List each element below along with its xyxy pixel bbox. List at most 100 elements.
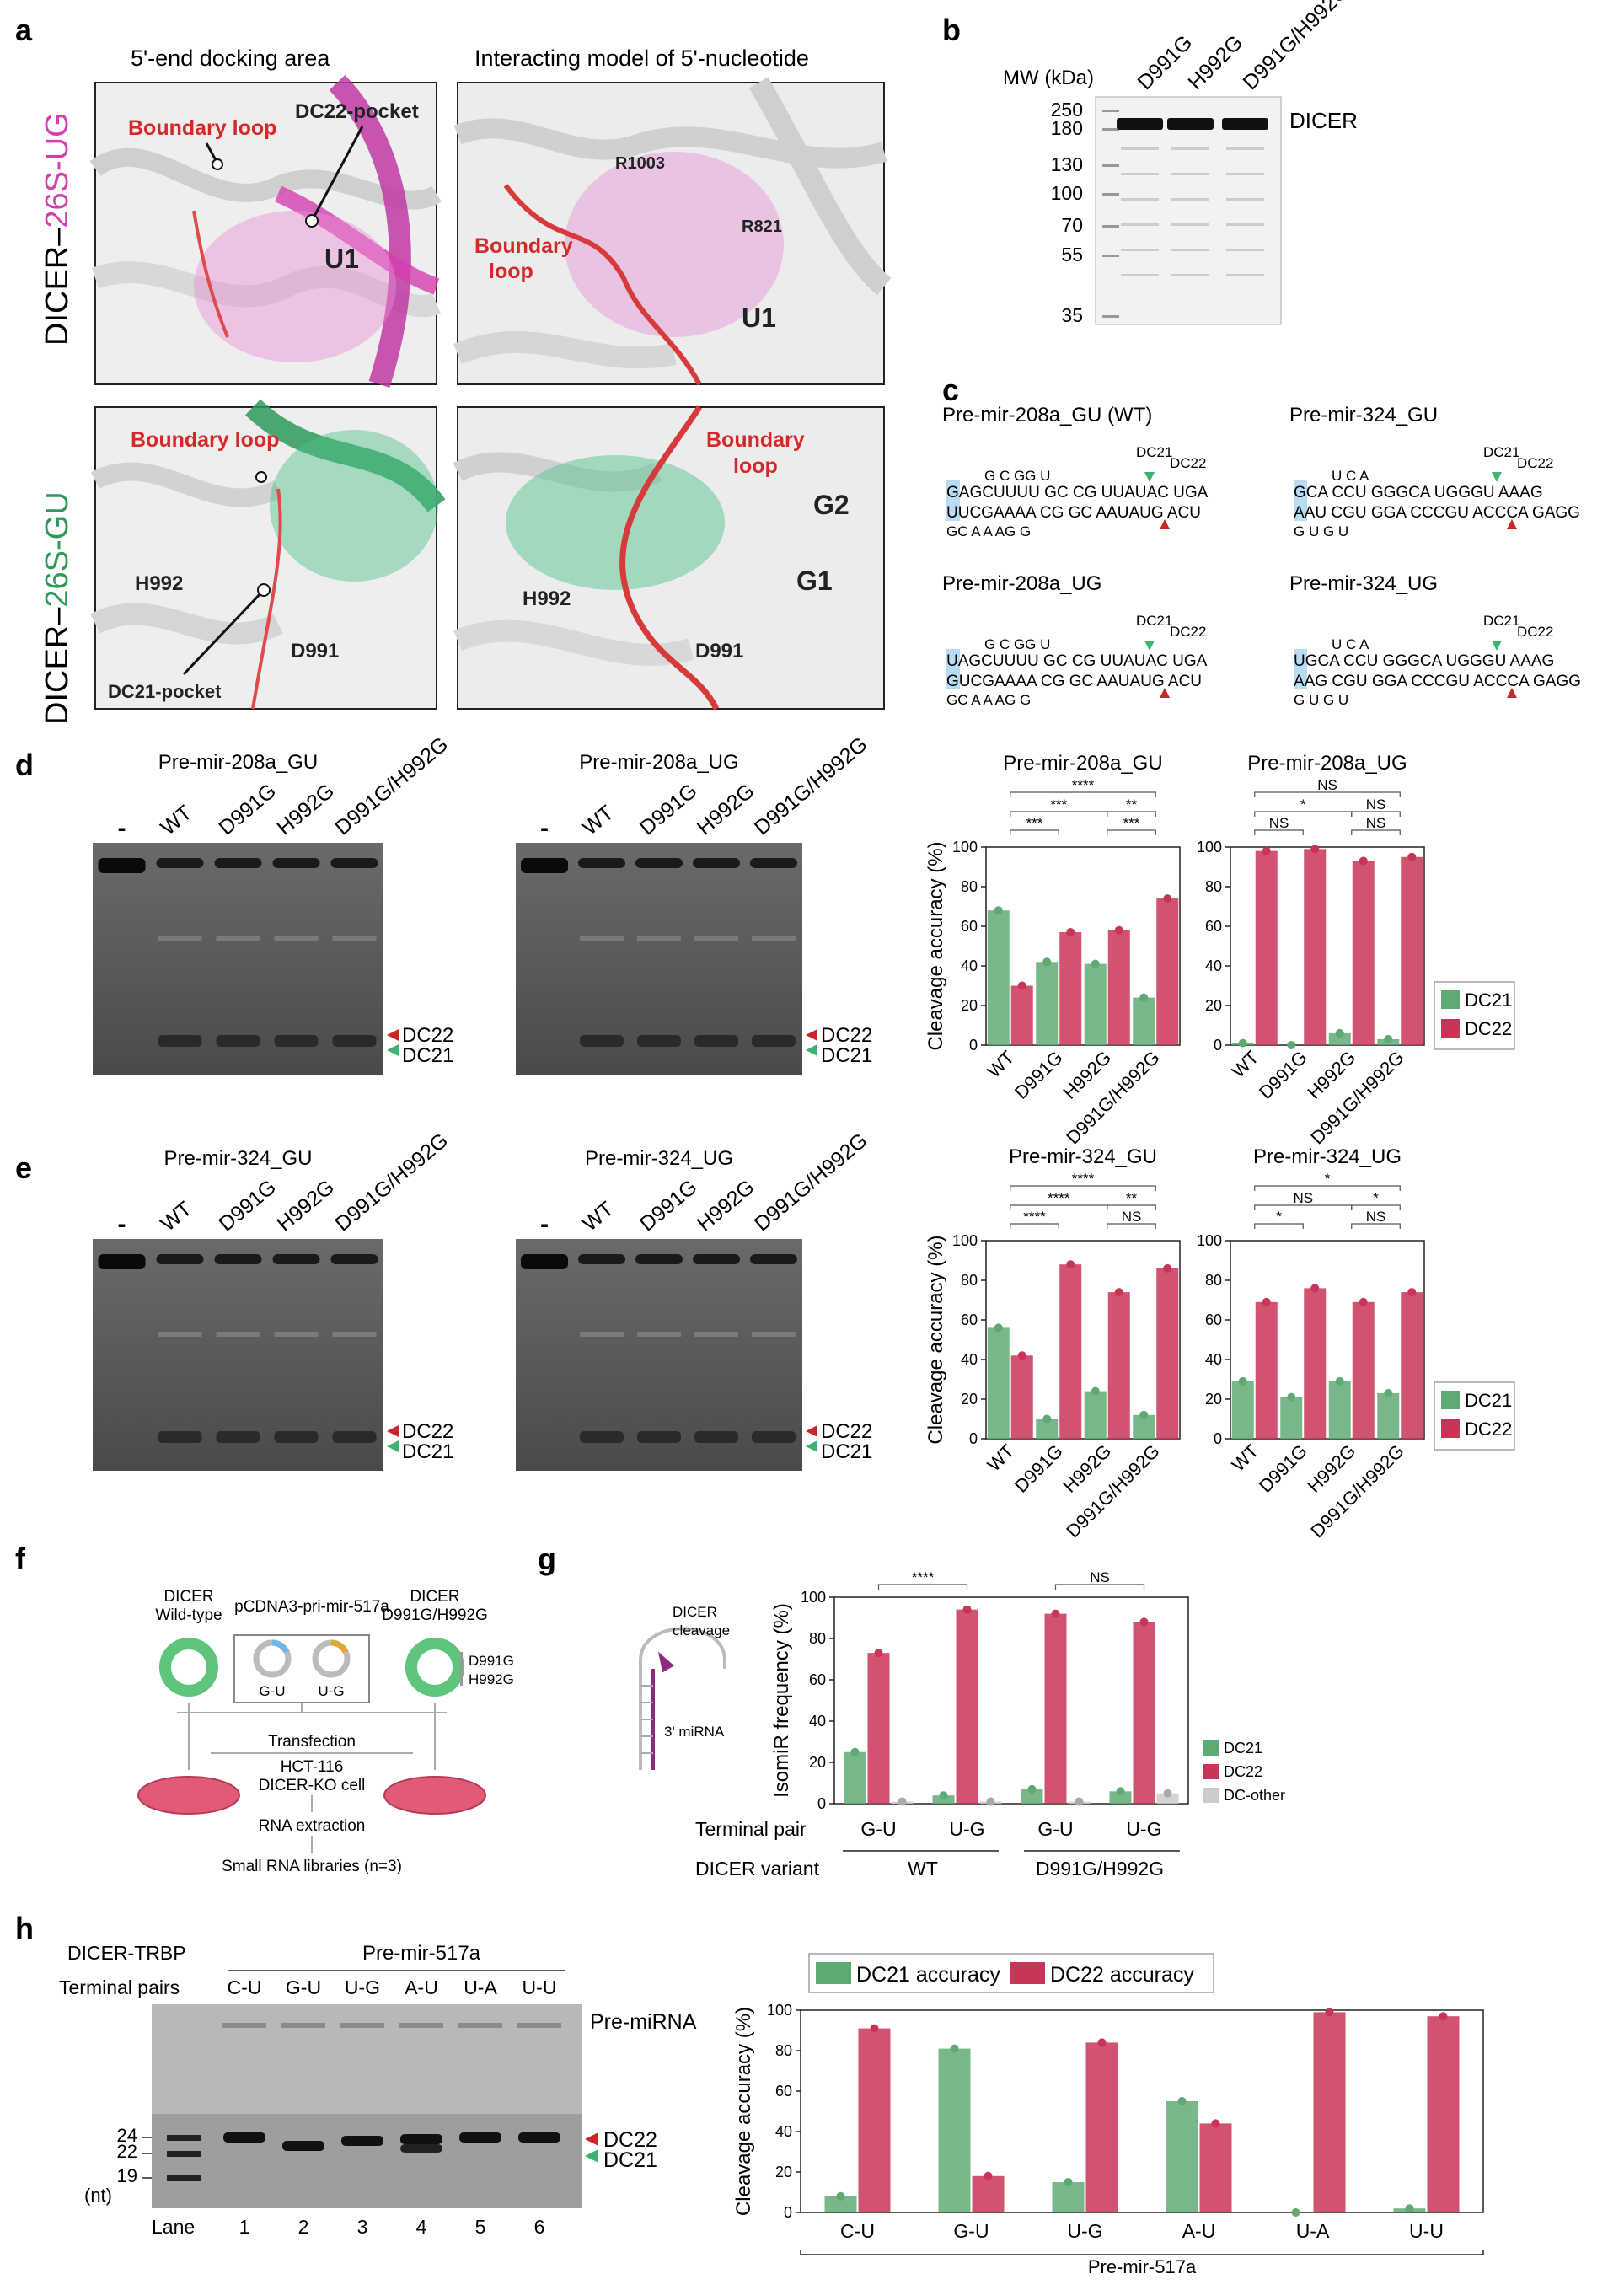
a1-boundary-loop: Boundary loop bbox=[128, 116, 276, 140]
significance-bracket bbox=[877, 1584, 968, 1590]
gel-substrate-band bbox=[330, 858, 378, 868]
panel-b-marker-band bbox=[1102, 315, 1119, 318]
data-point bbox=[1114, 925, 1123, 935]
gel-substrate-band bbox=[693, 1254, 740, 1264]
data-point bbox=[1091, 1386, 1100, 1396]
legend-swatch bbox=[1441, 990, 1460, 1009]
data-point bbox=[1405, 2204, 1414, 2213]
significance-bracket bbox=[1107, 829, 1156, 835]
bar-dc21 bbox=[1377, 1392, 1400, 1439]
panel-c-bottom-bulge: GC A A AG G bbox=[946, 523, 1031, 539]
panel-b-marker-label: 180 bbox=[1051, 117, 1083, 139]
significance-label: NS bbox=[1317, 777, 1337, 793]
g-dicer-2: cleavage bbox=[673, 1622, 730, 1638]
gel-middle-band bbox=[332, 936, 377, 941]
data-point bbox=[1310, 845, 1320, 854]
gel-substrate-band bbox=[98, 1254, 146, 1269]
data-point bbox=[1017, 981, 1026, 990]
gel-product-band bbox=[332, 1431, 377, 1443]
panel-c-bottom-bulge: G U G U bbox=[1294, 692, 1348, 708]
h-premirna-band bbox=[281, 2023, 325, 2028]
bar-dc22 bbox=[1255, 1301, 1278, 1439]
bar-dc-other bbox=[1156, 1793, 1179, 1804]
data-point bbox=[1017, 1351, 1026, 1360]
gel-dc22-arrow bbox=[387, 1425, 399, 1437]
h-lane-number: 6 bbox=[534, 2216, 545, 2238]
f-cell-1: HCT-116 bbox=[281, 1758, 344, 1776]
data-point bbox=[984, 2171, 993, 2180]
panel-c-top-bulge: G C GG U bbox=[984, 468, 1050, 484]
bar-dc22-accuracy bbox=[1085, 2042, 1118, 2212]
f-libs: Small RNA libraries (n=3) bbox=[222, 1858, 402, 1875]
panel-b-marker-band bbox=[1102, 255, 1119, 257]
panel-b-band-label: DICER bbox=[1289, 108, 1358, 133]
a4-g1: G1 bbox=[796, 566, 833, 596]
gel-title: Pre-mir-208a_GU bbox=[158, 751, 318, 774]
gel-dc22-arrow bbox=[806, 1425, 817, 1437]
h-terminal-pair: G-U bbox=[286, 1976, 321, 1998]
gels-de: Pre-mir-208a_GU- WT D991GH992GD991G/H992GD… bbox=[93, 732, 872, 1471]
chart-x-tick-label: WT bbox=[983, 1440, 1018, 1476]
legend-label: DC21 bbox=[1465, 1390, 1512, 1411]
gel-product-band bbox=[158, 1431, 202, 1443]
chart-y-tick-label: 0 bbox=[969, 1037, 978, 1054]
panel-b-dicer-band bbox=[1167, 118, 1214, 130]
gel-substrate-band bbox=[521, 1254, 568, 1269]
panel-b-faint-band bbox=[1121, 173, 1159, 175]
bar-dc22 bbox=[1156, 1268, 1179, 1439]
h-terminal-pair: U-U bbox=[523, 1976, 557, 1998]
chart-y-tick-label: 60 bbox=[775, 2083, 792, 2100]
bar-charts-de: 0 20 40 60 80 100 Cleavage accuracy (%) Pre-mir… bbox=[925, 752, 1515, 1542]
panel-c-bottom-strand: AAG CGU GGA CCCGU ACCCA GAGG bbox=[1294, 673, 1581, 690]
a4-loop: loop bbox=[733, 454, 778, 478]
panel-b-faint-band bbox=[1226, 249, 1264, 251]
panel-c-dc21-arrow bbox=[1144, 472, 1155, 482]
panel-label-e: e bbox=[15, 1150, 32, 1185]
h-ladder-band bbox=[167, 2135, 201, 2141]
bar-dc21 bbox=[1231, 1381, 1254, 1439]
chart-y-tick-label: 80 bbox=[775, 2042, 792, 2059]
gel-substrate-band bbox=[693, 858, 740, 868]
data-point bbox=[1139, 1617, 1149, 1627]
a3-dc21-pocket: DC21-pocket bbox=[108, 681, 222, 702]
significance-label: **** bbox=[1048, 1190, 1070, 1206]
gel-product-band bbox=[637, 1431, 681, 1443]
gel-substrate-band bbox=[98, 858, 146, 873]
legend-label: DC-other bbox=[1224, 1787, 1285, 1804]
structure-image-2: R1003 R821 Boundary loop U1 bbox=[453, 77, 892, 386]
bar-dc22-accuracy bbox=[972, 2175, 1005, 2212]
a2-loop: loop bbox=[489, 260, 533, 283]
panel-c-bottom-strand: UUCGAAAA CG GC AAUAUG ACU bbox=[946, 504, 1201, 522]
h-marker-label: 19 bbox=[117, 2165, 137, 2186]
gel-lane-label: - bbox=[540, 814, 549, 842]
panel-c-dc21-arrow bbox=[1144, 641, 1155, 651]
chart-y-tick-label: 80 bbox=[809, 1630, 826, 1647]
panel-c-dc22-arrow bbox=[1507, 688, 1517, 698]
chart-frame bbox=[985, 1240, 1181, 1440]
panel-c-construct-title: Pre-mir-208a_UG bbox=[942, 572, 1101, 595]
significance-bracket bbox=[1107, 811, 1156, 817]
data-point bbox=[1075, 1797, 1084, 1806]
significance-bracket bbox=[1010, 1185, 1156, 1191]
chart-y-tick-label: 80 bbox=[1205, 878, 1222, 895]
chart-y-tick-label: 60 bbox=[1205, 1311, 1222, 1328]
data-point bbox=[994, 1323, 1003, 1333]
f-dish-wt bbox=[137, 1776, 240, 1815]
chart-x-tick-label: WT bbox=[1227, 1440, 1262, 1476]
f-plasmid-wt bbox=[159, 1638, 218, 1697]
panel-c-construct-title: Pre-mir-324_UG bbox=[1289, 572, 1438, 595]
gel-lane-label: WT bbox=[156, 801, 196, 839]
panel-b-gel bbox=[1095, 96, 1282, 325]
gel-lane-label: D991G/H992G bbox=[330, 1129, 453, 1236]
panel-c-construct-title: Pre-mir-208a_GU (WT) bbox=[942, 404, 1152, 426]
f-mut1: D991G bbox=[469, 1653, 514, 1669]
gel-middle-band bbox=[637, 1332, 681, 1337]
panel-b-faint-band bbox=[1171, 147, 1209, 150]
panel-b-lane-label: D991G bbox=[1133, 30, 1197, 94]
significance-label: * bbox=[1325, 1171, 1331, 1187]
gel-dc21-arrow bbox=[387, 1440, 399, 1452]
panel-b-faint-band bbox=[1171, 223, 1209, 226]
data-point bbox=[898, 1797, 907, 1806]
gel-title: Pre-mir-324_UG bbox=[585, 1147, 733, 1170]
